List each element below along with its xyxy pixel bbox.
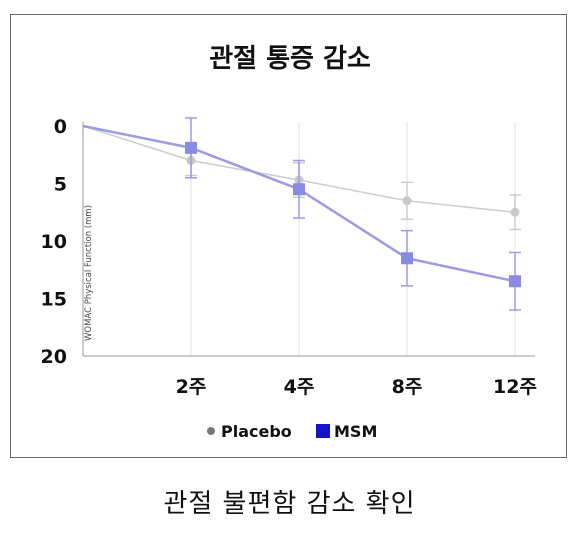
series-msm	[82, 117, 521, 311]
caption: 관절 불편함 감소 확인	[163, 489, 416, 519]
x-tick-label: 12주	[493, 376, 537, 398]
legend: Placebo MSM	[207, 422, 377, 441]
legend-marker-msm	[316, 424, 330, 438]
series-placebo	[82, 125, 521, 231]
legend-marker-placebo	[207, 427, 215, 435]
x-tick-label: 8주	[392, 376, 423, 398]
data-point	[509, 275, 521, 288]
chart-title: 관절 통증 감소	[209, 44, 371, 74]
data-point	[402, 196, 412, 206]
grid-layer	[190, 122, 516, 356]
series-layer	[82, 117, 521, 311]
legend-label-placebo: Placebo	[221, 422, 292, 441]
y-tick-label: 0	[54, 116, 67, 138]
y-axis-label: WOMAC Physical Function (mm)	[84, 205, 94, 341]
x-tick-label: 2주	[176, 376, 207, 398]
data-point	[185, 141, 197, 154]
chart-frame: 관절 통증 감소 0 5 10 15 20 2주 4주 8주 12주 WOMAC Physica…	[10, 14, 567, 458]
y-tick-label: 5	[54, 174, 67, 196]
y-tick-label: 15	[41, 289, 67, 311]
legend-label-msm: MSM	[334, 422, 377, 441]
data-point	[401, 252, 413, 265]
data-point	[293, 183, 305, 196]
y-tick-label: 10	[41, 231, 67, 253]
x-tick-label: 4주	[284, 376, 315, 398]
chart-svg: 관절 통증 감소 0 5 10 15 20 2주 4주 8주 12주 WOMAC Physica…	[41, 44, 537, 441]
axis-layer: 0 5 10 15 20 2주 4주 8주 12주	[41, 116, 537, 398]
y-tick-label: 20	[41, 346, 67, 368]
data-point	[510, 207, 520, 217]
